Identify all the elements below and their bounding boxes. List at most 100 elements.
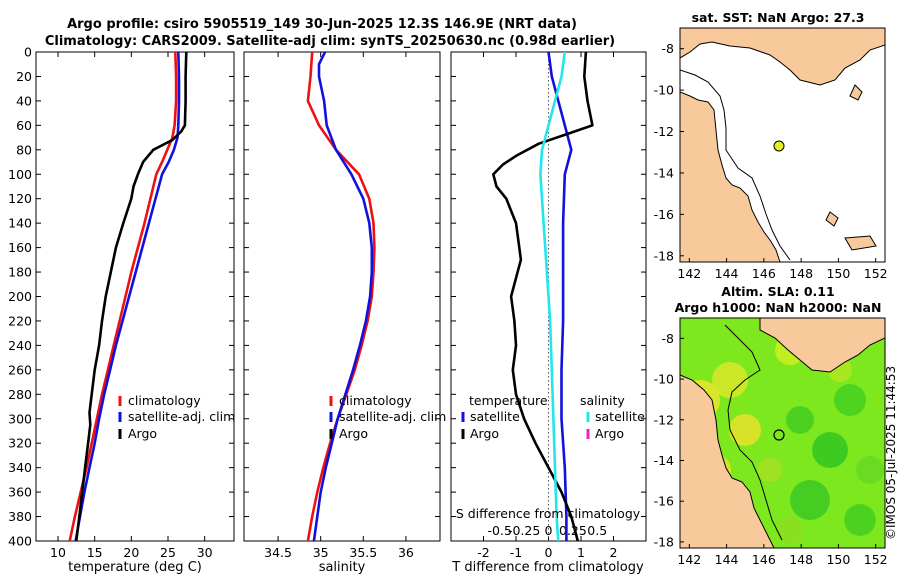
map-y-tick-label: -8 (662, 41, 675, 56)
sla-field-blob (844, 504, 876, 536)
x-tick-label: 20 (123, 545, 139, 560)
difference-xlabel: T difference from climatology (451, 560, 644, 575)
sst-map-reef-shelf (680, 69, 791, 261)
series-line-t-satellite (547, 52, 573, 541)
y-tick-label: 400 (8, 534, 32, 549)
series-line-climatology (306, 52, 376, 541)
y-tick-label: 200 (8, 289, 32, 304)
y-tick-label: 40 (16, 93, 32, 108)
s-tick-label: 0 (545, 523, 553, 538)
y-tick-label: 240 (8, 338, 32, 353)
salinity-legend: climatology satellite-adj. clim Argo (329, 393, 446, 441)
sla-field-blob (856, 456, 884, 484)
s-tick-label: -0.5 (488, 523, 512, 538)
y-tick-label: 180 (8, 265, 32, 280)
sla-map-title-line1: Altim. SLA: 0.11 (721, 284, 834, 299)
series-group (68, 52, 188, 541)
sla-field-blob (712, 362, 748, 398)
x-tick-label: 25 (160, 545, 176, 560)
sla-field-blob (729, 414, 761, 446)
x-tick-label: 2 (610, 545, 618, 560)
sst-map-islands (825, 84, 877, 251)
sla-map-shelf (724, 324, 783, 541)
figure-title-line2: Climatology: CARS2009. Satellite-adj cli… (45, 34, 615, 49)
y-tick-label: 100 (8, 167, 32, 182)
x-tick-label: 15 (87, 545, 103, 560)
legend-label-t-satellite: satellite (470, 409, 520, 424)
x-tick-label: -1 (510, 545, 522, 560)
map-x-tick-label: 144 (715, 266, 739, 281)
x-tick-label: 34.5 (264, 545, 292, 560)
sst-map-ticks: 142 144 146 148 150 152 -8 -10 -12 -14 -16 -18 (654, 41, 888, 281)
legend-label-argo: Argo (128, 426, 157, 441)
map-x-tick-label: 148 (789, 552, 813, 567)
x-tick-label: 36 (398, 545, 414, 560)
x-tick-label: 1 (577, 545, 585, 560)
sla-map-frame (679, 317, 886, 549)
y-tick-label: 340 (8, 460, 32, 475)
temperature-plot-frame (35, 51, 235, 542)
argo-float-marker-sla (773, 429, 785, 441)
temperature-legend: climatology satellite-adj. clim Argo (118, 393, 235, 441)
series-group (491, 52, 594, 541)
map-x-tick-label: 144 (715, 552, 739, 567)
map-x-tick-label: 152 (864, 552, 888, 567)
difference-top-xlabel: S difference from climatology (456, 506, 641, 521)
x-tick-label: 35.5 (349, 545, 377, 560)
salinity-xlabel: salinity (319, 560, 366, 575)
y-tick-label: 360 (8, 485, 32, 500)
map-y-tick-label: -14 (654, 453, 674, 468)
y-tick-label: 0 (24, 45, 32, 60)
imos-watermark: ©IMOS 05-Jul-2025 11:44:53 (884, 366, 898, 540)
difference-panel: -2 -1 0 1 2-0.5-0.25 0 0.25 0.5 (451, 51, 646, 560)
sla-field-blob (758, 458, 782, 482)
temperature-xlabel: temperature (deg C) (68, 560, 202, 575)
y-tick-label: 300 (8, 411, 32, 426)
sst-map-land-australia (680, 91, 781, 262)
sla-field-blob (786, 406, 814, 434)
y-tick-label: 160 (8, 240, 32, 255)
sla-map-title-line2: Argo h1000: NaN h2000: NaN (675, 300, 882, 315)
salinity-panel: 34.5 35 35.5 36 (244, 51, 440, 560)
difference-legend: temperature satellite Argo salinity sate… (461, 393, 645, 441)
sla-map-land-png (759, 318, 885, 373)
s-tick-label: -0.25 (508, 523, 540, 538)
map-y-tick-label: -8 (662, 331, 675, 346)
legend-label-climatology: climatology (339, 393, 412, 408)
sla-field-blob (790, 480, 830, 520)
map-x-tick-label: 150 (826, 552, 850, 567)
x-tick-label: 30 (197, 545, 213, 560)
series-line-satellite-adj-clim (74, 52, 181, 541)
temperature-panel: 10 15 20 25 30020406080100120140160180200220… (8, 45, 234, 560)
series-line-t-argo (491, 52, 594, 541)
y-tick-label: 320 (8, 436, 32, 451)
figure-title-line1: Argo profile: csiro 5905519_149 30-Jun-2… (67, 17, 577, 32)
legend-title-salinity: salinity (580, 393, 625, 408)
sst-map: sat. SST: NaN Argo: 27.3 142 144 146 148 150… (654, 10, 888, 281)
series-line-argo (75, 52, 188, 541)
series-line-satellite-adj-clim (312, 52, 374, 541)
x-tick-label: 0 (545, 545, 553, 560)
map-x-tick-label: 142 (677, 266, 701, 281)
legend-label-s-argo: Argo (595, 426, 624, 441)
series-line-climatology (68, 52, 178, 541)
sst-map-frame (679, 27, 886, 263)
salinity-plot-frame (243, 51, 441, 542)
map-y-tick-label: -10 (654, 372, 674, 387)
legend-title-temperature: temperature (469, 393, 548, 408)
y-tick-label: 120 (8, 191, 32, 206)
map-y-tick-label: -16 (654, 494, 674, 509)
legend-label-satellite-clim: satellite-adj. clim (128, 409, 235, 424)
map-x-tick-label: 152 (864, 266, 888, 281)
legend-label-satellite-clim: satellite-adj. clim (339, 409, 446, 424)
legend-label-argo: Argo (339, 426, 368, 441)
map-y-tick-label: -18 (654, 534, 674, 549)
sla-map-ticks: 142 144 146 148 150 152 -8 -10 -12 -14 -16 -18 (654, 331, 888, 567)
series-line-s-satellite (539, 52, 567, 541)
map-x-tick-label: 146 (752, 552, 776, 567)
series-group (306, 52, 376, 541)
map-x-tick-label: 146 (752, 266, 776, 281)
argo-float-marker-sst (773, 140, 785, 152)
map-y-tick-label: -10 (654, 83, 674, 98)
